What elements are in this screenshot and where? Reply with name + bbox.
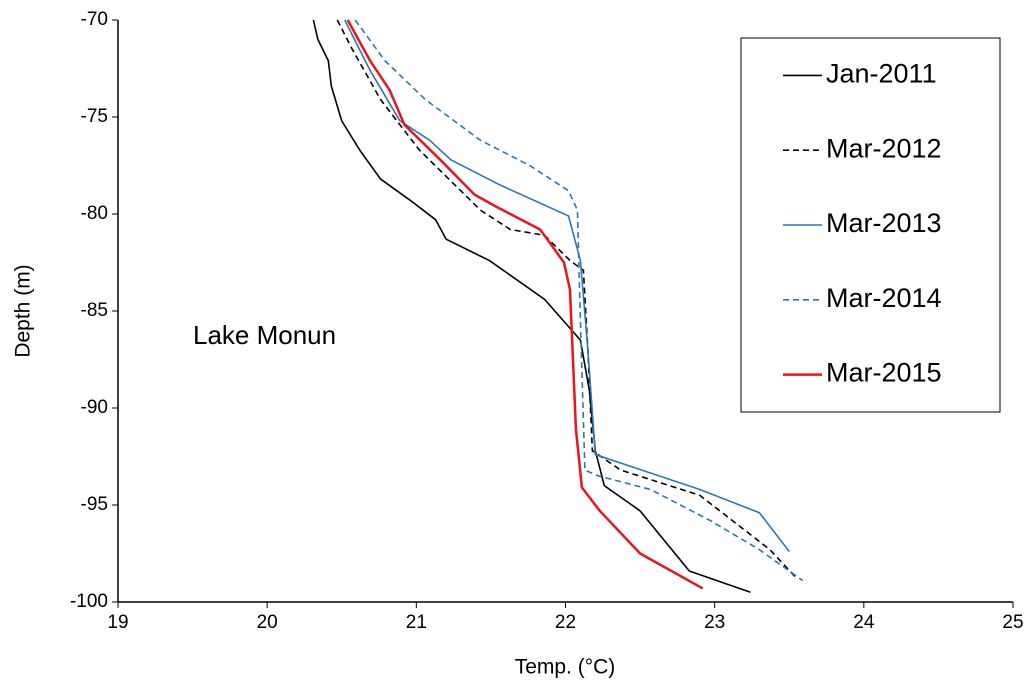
series-line	[346, 19, 704, 590]
legend-label: Mar-2012	[826, 133, 942, 163]
series-line	[344, 19, 790, 553]
y-tick-label: -95	[81, 494, 108, 515]
y-tick-label: -75	[81, 106, 108, 127]
series-line	[336, 19, 796, 578]
series-line	[312, 19, 751, 594]
annotation: Lake Monun	[193, 320, 336, 350]
x-tick-label: 23	[704, 612, 725, 633]
x-axis-label: Temp. (°C)	[515, 656, 616, 679]
x-tick-label: 21	[406, 612, 427, 633]
x-tick-label: 24	[853, 612, 875, 633]
legend-label: Jan-2011	[826, 59, 937, 89]
x-tick-label: 20	[257, 612, 278, 633]
series-line	[354, 19, 804, 582]
x-tick-label: 25	[1002, 612, 1023, 633]
legend-label: Mar-2013	[826, 208, 942, 238]
legend-label: Mar-2014	[826, 283, 942, 313]
y-tick-label: -85	[81, 300, 108, 321]
x-tick-label: 19	[107, 612, 128, 633]
y-tick-label: -90	[81, 397, 108, 418]
y-tick-label: -70	[81, 9, 108, 30]
y-tick-label: -80	[81, 203, 108, 224]
y-axis-label: Depth (m)	[12, 264, 35, 357]
legend-label: Mar-2015	[826, 358, 942, 388]
x-tick-label: 22	[555, 612, 576, 633]
y-tick-label: -100	[70, 591, 108, 612]
